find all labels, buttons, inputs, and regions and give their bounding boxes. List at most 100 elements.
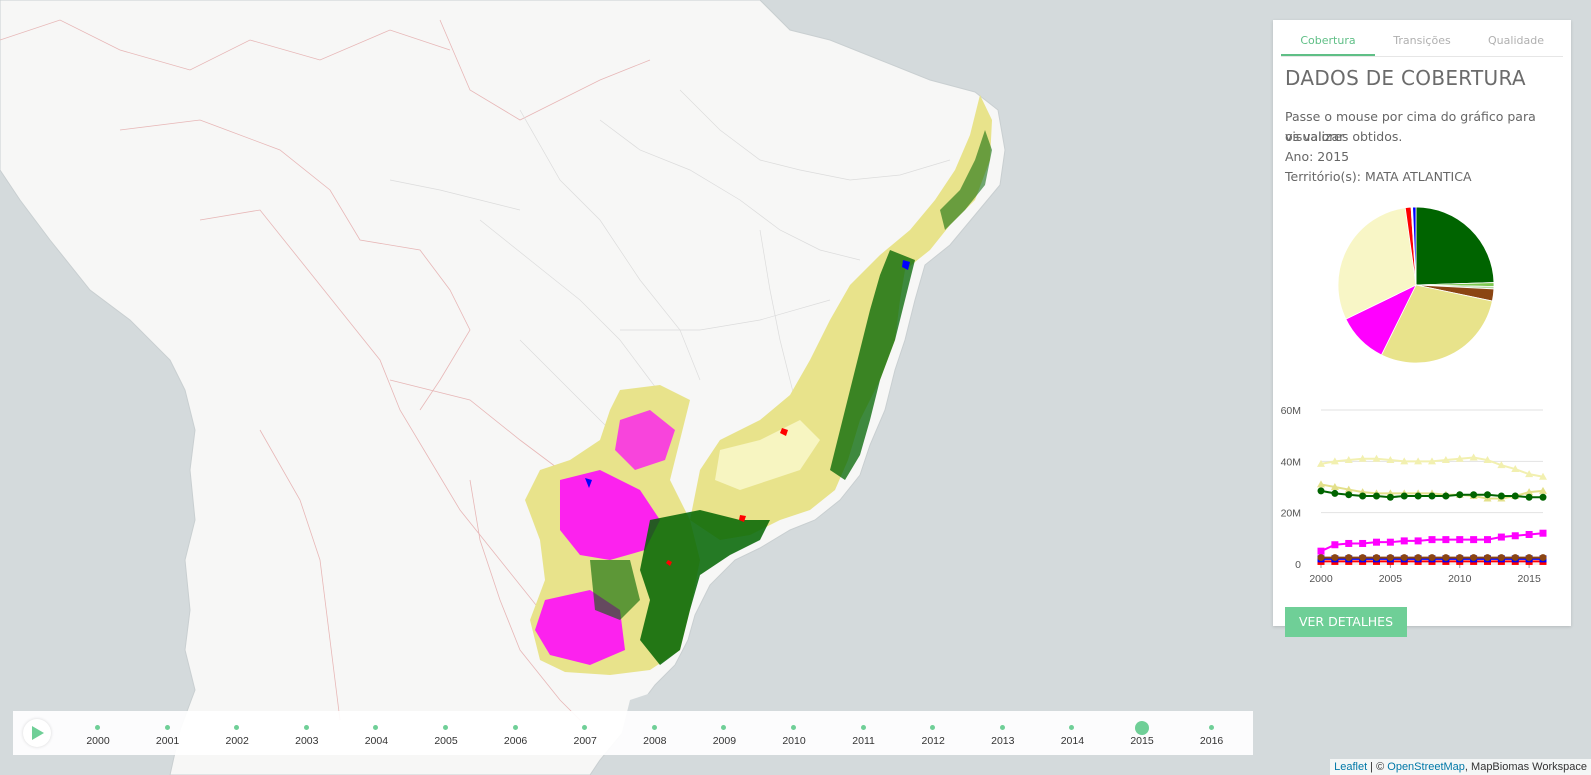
- series-point[interactable]: [1414, 537, 1422, 545]
- pie-slice-0[interactable]: [1415, 206, 1495, 286]
- series-point[interactable]: [1414, 492, 1422, 500]
- coverage-line-chart[interactable]: 0 20M 40M 60M 2000 2005 2010 2015: [1273, 398, 1571, 598]
- series-point[interactable]: [1483, 456, 1492, 464]
- series-point[interactable]: [1539, 554, 1547, 562]
- timeline-year-2007[interactable]: 2007: [565, 711, 605, 755]
- series-point[interactable]: [1414, 554, 1422, 562]
- series-point[interactable]: [1525, 470, 1534, 478]
- series-point[interactable]: [1539, 493, 1547, 501]
- timeline-year-2002[interactable]: 2002: [217, 711, 257, 755]
- series-point[interactable]: [1442, 536, 1450, 544]
- timeline-year-2000[interactable]: 2000: [78, 711, 118, 755]
- series-point[interactable]: [1539, 472, 1547, 480]
- series-point[interactable]: [1456, 536, 1464, 544]
- series-point[interactable]: [1331, 554, 1339, 562]
- timeline-year-2014[interactable]: 2014: [1052, 711, 1092, 755]
- series-point[interactable]: [1525, 488, 1534, 496]
- series-point[interactable]: [1345, 491, 1353, 499]
- series-point[interactable]: [1331, 541, 1339, 549]
- timeline-year-2009[interactable]: 2009: [704, 711, 744, 755]
- series-point[interactable]: [1497, 461, 1506, 469]
- coverage-pie-chart[interactable]: [1336, 205, 1496, 365]
- pie-slice-6[interactable]: [1337, 207, 1417, 320]
- series-point[interactable]: [1400, 537, 1408, 545]
- series-point[interactable]: [1317, 459, 1325, 467]
- series-point[interactable]: [1330, 457, 1339, 465]
- series-point[interactable]: [1469, 453, 1478, 461]
- series-point[interactable]: [1442, 554, 1450, 562]
- timeline-year-2011[interactable]: 2011: [844, 711, 884, 755]
- timeline-year-2006[interactable]: 2006: [496, 711, 536, 755]
- series-point[interactable]: [1345, 554, 1353, 562]
- timeline-year-2010[interactable]: 2010: [774, 711, 814, 755]
- series-point[interactable]: [1317, 554, 1325, 562]
- series-point[interactable]: [1456, 491, 1464, 499]
- leaflet-link[interactable]: Leaflet: [1334, 761, 1368, 773]
- series-point[interactable]: [1414, 457, 1423, 465]
- series-point[interactable]: [1539, 486, 1547, 494]
- series-point[interactable]: [1400, 457, 1409, 465]
- series-point[interactable]: [1373, 554, 1380, 562]
- series-point[interactable]: [1428, 554, 1436, 562]
- series-point[interactable]: [1386, 493, 1394, 501]
- series-point[interactable]: [1400, 554, 1408, 562]
- details-button[interactable]: VER DETALHES: [1285, 607, 1407, 637]
- tab-cobertura[interactable]: Cobertura: [1281, 28, 1375, 56]
- openstreetmap-link[interactable]: OpenStreetMap: [1387, 761, 1465, 773]
- series-point[interactable]: [1317, 487, 1325, 495]
- series-point[interactable]: [1358, 454, 1367, 462]
- series-point[interactable]: [1484, 554, 1491, 562]
- series-point[interactable]: [1372, 454, 1381, 462]
- series-point[interactable]: [1456, 554, 1464, 562]
- series-point[interactable]: [1317, 480, 1325, 488]
- play-button[interactable]: [23, 719, 51, 747]
- series-point[interactable]: [1455, 454, 1464, 462]
- timeline-year-2013[interactable]: 2013: [983, 711, 1023, 755]
- timeline-year-2016[interactable]: 2016: [1192, 711, 1232, 755]
- series-point[interactable]: [1373, 492, 1380, 500]
- series-point[interactable]: [1386, 538, 1394, 546]
- series-point[interactable]: [1511, 492, 1519, 500]
- series-point[interactable]: [1511, 465, 1520, 473]
- series-point[interactable]: [1470, 554, 1478, 562]
- series-point[interactable]: [1497, 533, 1505, 541]
- series-point[interactable]: [1511, 532, 1519, 540]
- series-point[interactable]: [1484, 491, 1491, 499]
- timeline-year-2012[interactable]: 2012: [913, 711, 953, 755]
- series-point[interactable]: [1359, 492, 1367, 500]
- timeline-year-2004[interactable]: 2004: [356, 711, 396, 755]
- series-point[interactable]: [1345, 539, 1353, 547]
- series-point[interactable]: [1470, 536, 1478, 544]
- series-point[interactable]: [1511, 554, 1519, 562]
- series-point[interactable]: [1386, 554, 1394, 562]
- timeline-year-2001[interactable]: 2001: [148, 711, 188, 755]
- series-point[interactable]: [1428, 457, 1436, 465]
- series-point[interactable]: [1525, 554, 1533, 562]
- series-point[interactable]: [1344, 485, 1353, 493]
- series-point[interactable]: [1525, 530, 1533, 538]
- pie-slice-4[interactable]: [1380, 284, 1493, 364]
- series-point[interactable]: [1497, 554, 1505, 562]
- series-point[interactable]: [1359, 539, 1367, 547]
- timeline-year-2003[interactable]: 2003: [287, 711, 327, 755]
- tab-transicoes[interactable]: Transições: [1393, 34, 1451, 47]
- series-point[interactable]: [1428, 492, 1436, 500]
- series-point[interactable]: [1484, 536, 1491, 544]
- series-point[interactable]: [1441, 456, 1450, 464]
- series-point[interactable]: [1373, 538, 1380, 546]
- series-point[interactable]: [1428, 536, 1436, 544]
- tab-qualidade[interactable]: Qualidade: [1488, 34, 1544, 47]
- series-point[interactable]: [1525, 493, 1533, 501]
- timeline-year-2015[interactable]: 2015: [1122, 711, 1162, 755]
- series-point[interactable]: [1497, 492, 1505, 500]
- series-point[interactable]: [1539, 529, 1547, 537]
- series-point[interactable]: [1317, 547, 1325, 555]
- series-point[interactable]: [1470, 491, 1478, 499]
- timeline-year-2008[interactable]: 2008: [635, 711, 675, 755]
- series-point[interactable]: [1330, 483, 1339, 490]
- series-point[interactable]: [1344, 456, 1353, 464]
- pie-slice-9[interactable]: [1412, 206, 1417, 286]
- series-point[interactable]: [1386, 456, 1395, 464]
- timeline-year-2005[interactable]: 2005: [426, 711, 466, 755]
- series-point[interactable]: [1359, 554, 1367, 562]
